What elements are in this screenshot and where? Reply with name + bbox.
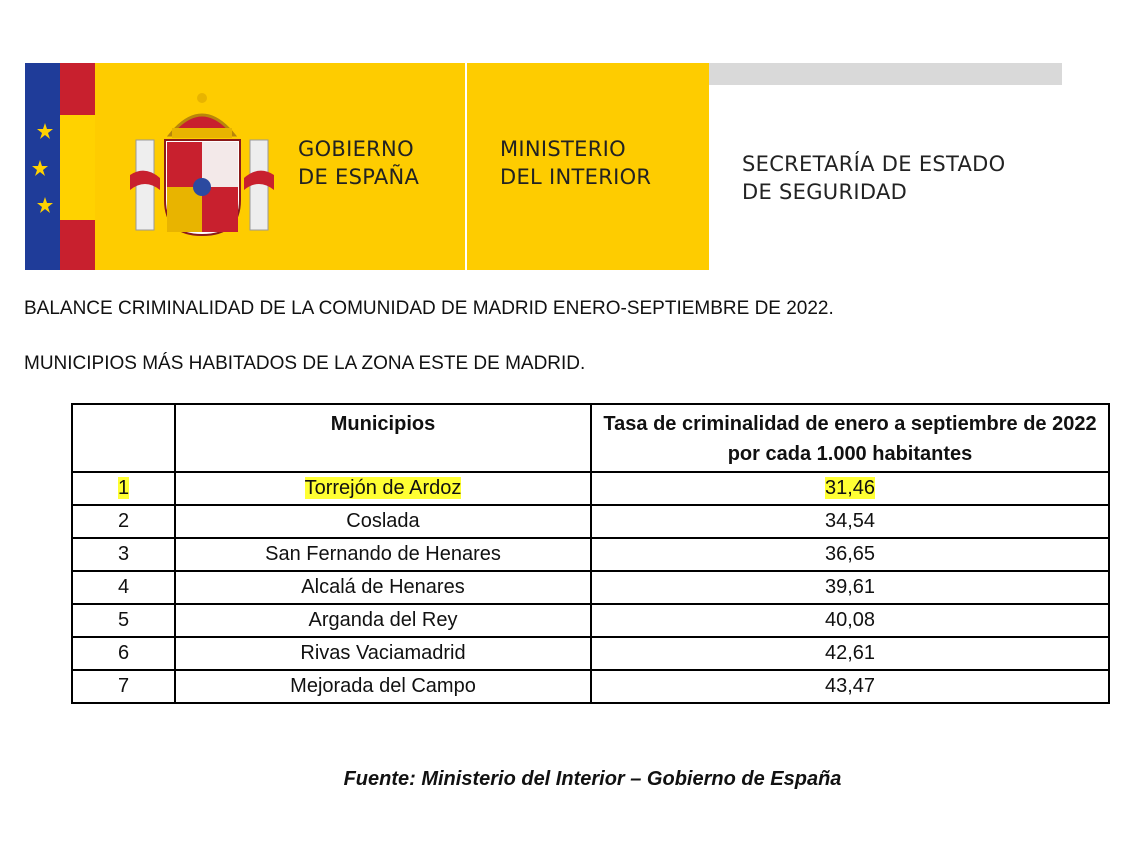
cell-text: 40,08 <box>824 609 876 631</box>
table-cell: 34,54 <box>590 504 1110 539</box>
cell-text: 4 <box>117 576 130 598</box>
table-cell: Alcalá de Henares <box>174 570 592 605</box>
coat-of-arms <box>130 93 274 237</box>
gray-bar <box>709 63 1062 85</box>
cell-text: 3 <box>117 543 130 565</box>
cell-text: 42,61 <box>824 642 876 664</box>
cell-text: 36,65 <box>824 543 876 565</box>
table-row: 6 Rivas Vaciamadrid 42,61 <box>71 636 1110 671</box>
logo-line: SECRETARÍA DE ESTADO <box>742 152 1006 176</box>
header-cell: Tasa de criminalidad de enero a septiemb… <box>590 403 1110 473</box>
cell-text: 2 <box>117 510 130 532</box>
cell-text: 43,47 <box>824 675 876 697</box>
table-cell: Coslada <box>174 504 592 539</box>
table-cell: 43,47 <box>590 669 1110 704</box>
table-cell: 7 <box>71 669 176 704</box>
table-cell: 1 <box>71 471 176 506</box>
table-cell: Mejorada del Campo <box>174 669 592 704</box>
cell-text: Rivas Vaciamadrid <box>300 642 466 664</box>
table-cell: 4 <box>71 570 176 605</box>
table-cell: 2 <box>71 504 176 539</box>
table-row: 3 San Fernando de Henares 36,65 <box>71 537 1110 572</box>
title: BALANCE CRIMINALIDAD DE LA COMUNIDAD DE … <box>24 298 834 319</box>
logo-block <box>95 63 465 270</box>
table-row: 7 Mejorada del Campo 43,47 <box>71 669 1110 704</box>
table-cell: 5 <box>71 603 176 638</box>
cell-text: Torrejón de Ardoz <box>304 477 462 499</box>
cell-text: San Fernando de Henares <box>265 543 501 565</box>
stars <box>32 123 53 213</box>
cell-text: Arganda del Rey <box>308 609 458 631</box>
cell-text: Alcalá de Henares <box>301 576 465 598</box>
table-cell: 36,65 <box>590 537 1110 572</box>
logo-line: DE ESPAÑA <box>298 165 420 189</box>
government-name: GOBIERNO DE ESPAÑA <box>298 135 419 191</box>
cell-text: 5 <box>117 609 130 631</box>
flag-yellow <box>60 115 95 220</box>
flag-red-bottom <box>60 220 95 270</box>
logo-line: GOBIERNO <box>298 137 414 161</box>
cell-text: 7 <box>117 675 130 697</box>
table-cell: 6 <box>71 636 176 671</box>
cell-text: 6 <box>117 642 130 664</box>
table-row: 2 Coslada 34,54 <box>71 504 1110 539</box>
source: Fuente: Ministerio del Interior – Gobier… <box>343 768 842 790</box>
table-row: 4 Alcalá de Henares 39,61 <box>71 570 1110 605</box>
table-cell: Torrejón de Ardoz <box>174 471 592 506</box>
ministry-block <box>467 63 709 270</box>
table-row: 5 Arganda del Rey 40,08 <box>71 603 1110 638</box>
flag-red-top <box>60 63 95 115</box>
cell-text: 34,54 <box>824 510 876 532</box>
table-cell: Rivas Vaciamadrid <box>174 636 592 671</box>
table-cell: 3 <box>71 537 176 572</box>
header-row: Municipios Tasa de criminalidad de enero… <box>71 403 1110 473</box>
table-cell: 39,61 <box>590 570 1110 605</box>
table-cell: 31,46 <box>590 471 1110 506</box>
table-row: 1 Torrejón de Ardoz 31,46 <box>71 471 1110 506</box>
cell-text: Mejorada del Campo <box>290 675 476 697</box>
logo-line: MINISTERIO <box>500 137 626 161</box>
logo-line: DEL INTERIOR <box>500 165 652 189</box>
table-cell: 42,61 <box>590 636 1110 671</box>
secretariat-name: SECRETARÍA DE ESTADO DE SEGURIDAD <box>742 150 1006 206</box>
table-body: 1 Torrejón de Ardoz 31,46 2 Coslada 34,54 3 San… <box>71 471 1110 704</box>
cell-text: 31,46 <box>824 477 876 499</box>
table-cell: 40,08 <box>590 603 1110 638</box>
logo-line: DE SEGURIDAD <box>742 180 908 204</box>
cell-text: 1 <box>117 477 130 499</box>
cell-text: Coslada <box>346 510 420 532</box>
table-cell: San Fernando de Henares <box>174 537 592 572</box>
header-cell <box>71 403 176 473</box>
cell-text: 39,61 <box>824 576 876 598</box>
crime-table: Municipios Tasa de criminalidad de enero… <box>71 403 1110 704</box>
subtitle: MUNICIPIOS MÁS HABITADOS DE LA ZONA ESTE… <box>24 353 586 374</box>
header-cell: Municipios <box>174 403 592 473</box>
table-head: Municipios Tasa de criminalidad de enero… <box>71 403 1110 473</box>
ministry-name: MINISTERIO DEL INTERIOR <box>500 135 651 191</box>
table-cell: Arganda del Rey <box>174 603 592 638</box>
header-banner <box>25 63 1062 270</box>
